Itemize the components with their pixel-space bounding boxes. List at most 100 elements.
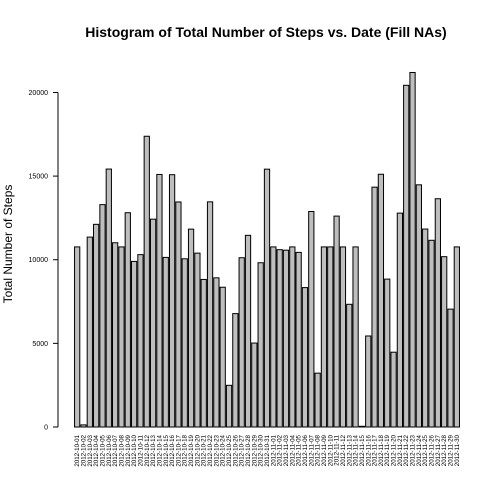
x-tick-label: 2012-11-04 — [289, 434, 296, 466]
x-tick-label: 2012-10-20 — [194, 434, 201, 466]
bar-2012-11-07 — [308, 211, 315, 428]
x-tick-label: 2012-10-30 — [258, 434, 265, 466]
x-tick-label: 2012-11-08 — [315, 434, 322, 466]
x-tick-label: 2012-10-24 — [220, 434, 227, 466]
bar-2012-10-15 — [162, 256, 169, 428]
bar-2012-10-27 — [238, 257, 245, 428]
x-tick-label: 2012-11-06 — [302, 434, 309, 466]
y-tick-label: 0 — [44, 425, 48, 432]
bar-2012-10-02 — [80, 424, 87, 428]
bar-2012-11-06 — [301, 287, 309, 428]
bar-2012-11-09 — [320, 246, 328, 428]
bar-2012-11-22 — [403, 84, 410, 428]
y-tick-label: 20000 — [29, 90, 49, 97]
bar-2012-11-26 — [428, 239, 435, 428]
bar-2012-10-18 — [181, 258, 188, 428]
x-tick-label: 2012-10-03 — [87, 434, 94, 466]
bar-2012-10-01 — [74, 246, 81, 428]
x-tick-label: 2012-10-15 — [163, 434, 170, 466]
x-tick-label: 2012-11-07 — [308, 434, 315, 466]
x-tick-label: 2012-11-03 — [283, 434, 290, 466]
bar-2012-10-30 — [257, 262, 264, 428]
x-tick-label: 2012-11-10 — [327, 434, 334, 466]
bar-2012-11-25 — [422, 228, 429, 428]
bar-2012-11-24 — [415, 184, 422, 428]
bar-2012-11-18 — [377, 173, 385, 428]
bar-2012-10-13 — [149, 218, 157, 428]
bar-2012-10-08 — [118, 246, 125, 428]
x-tick-label: 2012-10-23 — [213, 434, 220, 466]
x-tick-label: 2012-10-14 — [156, 434, 163, 466]
bar-2012-11-16 — [365, 335, 372, 428]
bar-2012-11-28 — [441, 256, 448, 428]
bar-2012-10-20 — [194, 252, 201, 428]
bar-2012-11-29 — [447, 308, 454, 428]
bars-group — [74, 71, 460, 428]
bar-2012-11-20 — [390, 351, 397, 428]
bar-2012-11-15 — [358, 425, 366, 428]
x-tick-label: 2012-11-28 — [441, 434, 448, 466]
x-tick-label: 2012-11-15 — [359, 434, 366, 466]
bar-2012-10-22 — [206, 201, 214, 428]
bar-2012-11-27 — [434, 198, 441, 428]
x-tick-label: 2012-11-23 — [410, 434, 417, 466]
bar-2012-10-11 — [137, 254, 144, 428]
x-tick-label: 2012-11-02 — [277, 434, 284, 466]
x-tick-label: 2012-11-01 — [270, 434, 277, 466]
chart-title: Histogram of Total Number of Steps vs. D… — [85, 24, 446, 40]
bar-2012-11-17 — [371, 186, 378, 428]
bar-2012-10-09 — [124, 212, 131, 428]
x-tick-label: 2012-11-18 — [378, 434, 385, 466]
x-tick-label: 2012-10-08 — [118, 434, 125, 466]
x-tick-label: 2012-10-27 — [239, 434, 246, 466]
x-tick-label: 2012-10-19 — [188, 434, 195, 466]
bar-2012-10-28 — [244, 234, 252, 428]
x-tick-label: 2012-10-18 — [182, 434, 189, 466]
bar-2012-10-04 — [93, 223, 100, 428]
x-tick-label: 2012-11-05 — [296, 434, 303, 466]
x-tick-label: 2012-10-29 — [251, 434, 258, 466]
bar-2012-11-30 — [453, 246, 460, 428]
x-tick-label: 2012-10-11 — [137, 434, 144, 466]
y-tick-label: 10000 — [29, 257, 49, 264]
bar-2012-10-12 — [143, 135, 150, 428]
x-tick-label: 2012-10-17 — [175, 434, 182, 466]
x-tick-label: 2012-10-25 — [226, 434, 233, 466]
x-tick-label: 2012-11-26 — [429, 434, 436, 466]
x-axis-tick-labels: 2012-10-01 2012-10-02 2012-10-03 2012-10-04… — [74, 434, 461, 466]
bar-2012-10-16 — [168, 174, 176, 428]
y-axis-label: Total Number of Steps — [1, 185, 15, 304]
bar-2012-10-23 — [213, 277, 220, 428]
bar-2012-10-05 — [99, 204, 106, 428]
x-tick-label: 2012-11-29 — [448, 434, 455, 466]
x-tick-label: 2012-11-25 — [422, 434, 429, 466]
bar-2012-11-19 — [384, 278, 391, 428]
bar-2012-11-05 — [295, 251, 302, 428]
y-tick-label: 15000 — [29, 174, 49, 181]
x-tick-label: 2012-10-01 — [74, 434, 81, 466]
bar-2012-11-14 — [352, 246, 359, 428]
x-tick-label: 2012-11-19 — [384, 434, 391, 466]
bar-2012-10-26 — [232, 313, 239, 428]
x-tick-label: 2012-10-10 — [131, 434, 138, 466]
x-tick-label: 2012-11-24 — [416, 434, 423, 466]
x-tick-label: 2012-10-26 — [232, 434, 239, 466]
x-tick-label: 2012-10-28 — [245, 434, 252, 466]
bar-2012-11-08 — [314, 372, 321, 428]
x-tick-label: 2012-11-22 — [403, 434, 410, 466]
bar-2012-11-12 — [339, 246, 347, 428]
x-tick-label: 2012-10-16 — [169, 434, 176, 466]
x-tick-label: 2012-10-06 — [106, 434, 113, 466]
bar-2012-10-14 — [156, 173, 163, 428]
bar-2012-11-02 — [276, 249, 283, 428]
x-tick-label: 2012-11-14 — [353, 434, 360, 466]
x-tick-label: 2012-10-22 — [207, 434, 214, 466]
bar-2012-10-17 — [175, 201, 182, 428]
bar-2012-11-13 — [346, 303, 353, 428]
bar-2012-11-10 — [327, 246, 334, 428]
bar-2012-10-31 — [263, 168, 271, 428]
x-tick-label: 2012-10-12 — [144, 434, 151, 466]
x-tick-label: 2012-11-12 — [340, 434, 347, 466]
bar-2012-10-06 — [105, 168, 112, 428]
